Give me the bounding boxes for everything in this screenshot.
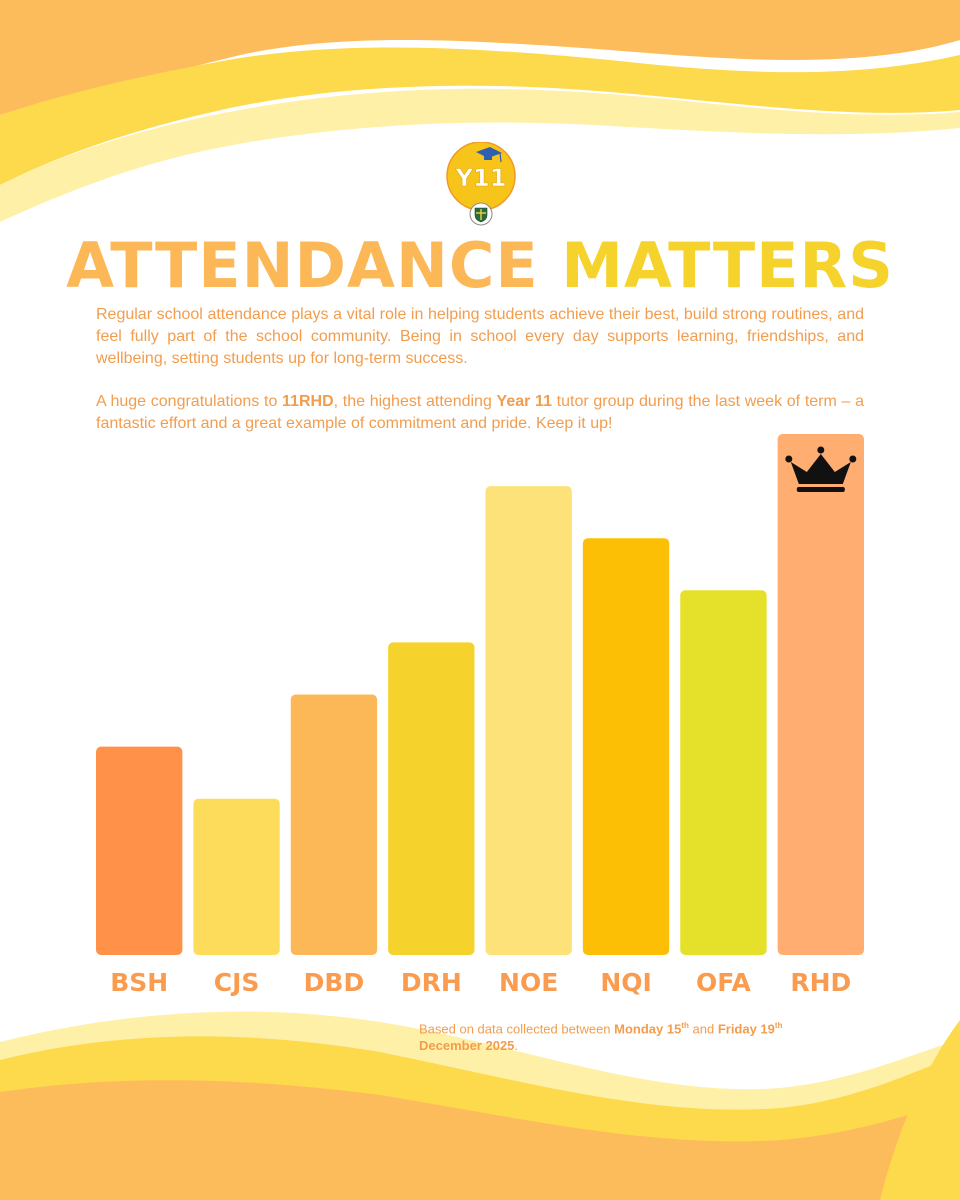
- bar-ofa: [680, 590, 767, 955]
- category-label-bsh: BSH: [110, 968, 168, 997]
- category-label-ofa: OFA: [696, 968, 751, 997]
- bar-drh: [388, 642, 475, 955]
- footnote-end-day: Friday 19: [717, 1021, 775, 1037]
- category-label-rhd: RHD: [790, 968, 851, 997]
- bar-dbd: [290, 694, 378, 955]
- category-label-dbd: DBD: [304, 968, 365, 997]
- footnote-prefix: Based on data collected between: [419, 1021, 615, 1037]
- congrats-middle: , the highest attending: [333, 393, 497, 410]
- bar-bsh: [96, 746, 183, 955]
- crown-icon: [785, 446, 857, 492]
- bar-noe: [485, 486, 572, 955]
- top-wave-middle: [0, 47, 960, 185]
- footnote-end-sup: th: [774, 1021, 783, 1030]
- footnote-connector: and: [688, 1021, 718, 1037]
- page-title: ATTENDANCE MATTERS: [0, 226, 960, 306]
- logo-badge-text: Y11: [455, 164, 507, 192]
- category-label-cjs: CJS: [214, 968, 260, 997]
- bar-cjs: [193, 798, 280, 955]
- category-label-noe: NOE: [499, 968, 558, 997]
- bottom-wave-outer: [0, 1080, 960, 1200]
- graduation-cap-icon: [476, 147, 502, 163]
- bottom-right-wave: [880, 1020, 960, 1200]
- footnote-start-sup: th: [681, 1021, 689, 1030]
- attendance-bar-chart: BSH CJS DBD DRH NOE NQI OFA RHD: [96, 434, 864, 997]
- school-crest-icon: [469, 202, 493, 226]
- bar-rhd: [777, 434, 864, 955]
- congrats-year: Year 11: [496, 393, 552, 410]
- intro-paragraph: Regular school attendance plays a vital …: [96, 306, 864, 367]
- congrats-after: tutor group during the last week of term…: [96, 393, 865, 432]
- footnote-start-day: Monday 15: [614, 1021, 682, 1037]
- title-part-matters: MATTERS: [561, 229, 894, 302]
- title-part-attendance: ATTENDANCE: [66, 229, 539, 302]
- congrats-before: A huge congratulations to: [96, 393, 283, 410]
- congrats-group: 11RHD: [282, 393, 334, 410]
- top-wave-outer: [0, 0, 960, 115]
- footnote-end-rest: December 2025: [419, 1038, 515, 1054]
- footnote: Based on data collected between Monday 1…: [419, 1017, 864, 1054]
- congratulations-paragraph: A huge congratulations to 11RHD, the hig…: [96, 391, 864, 435]
- y11-logo: Y11: [446, 142, 516, 226]
- bar-nqi: [582, 538, 670, 955]
- footnote-suffix: .: [514, 1038, 519, 1054]
- category-label-drh: DRH: [401, 968, 462, 997]
- category-label-nqi: NQI: [600, 968, 651, 997]
- top-wave-inner: [0, 88, 960, 222]
